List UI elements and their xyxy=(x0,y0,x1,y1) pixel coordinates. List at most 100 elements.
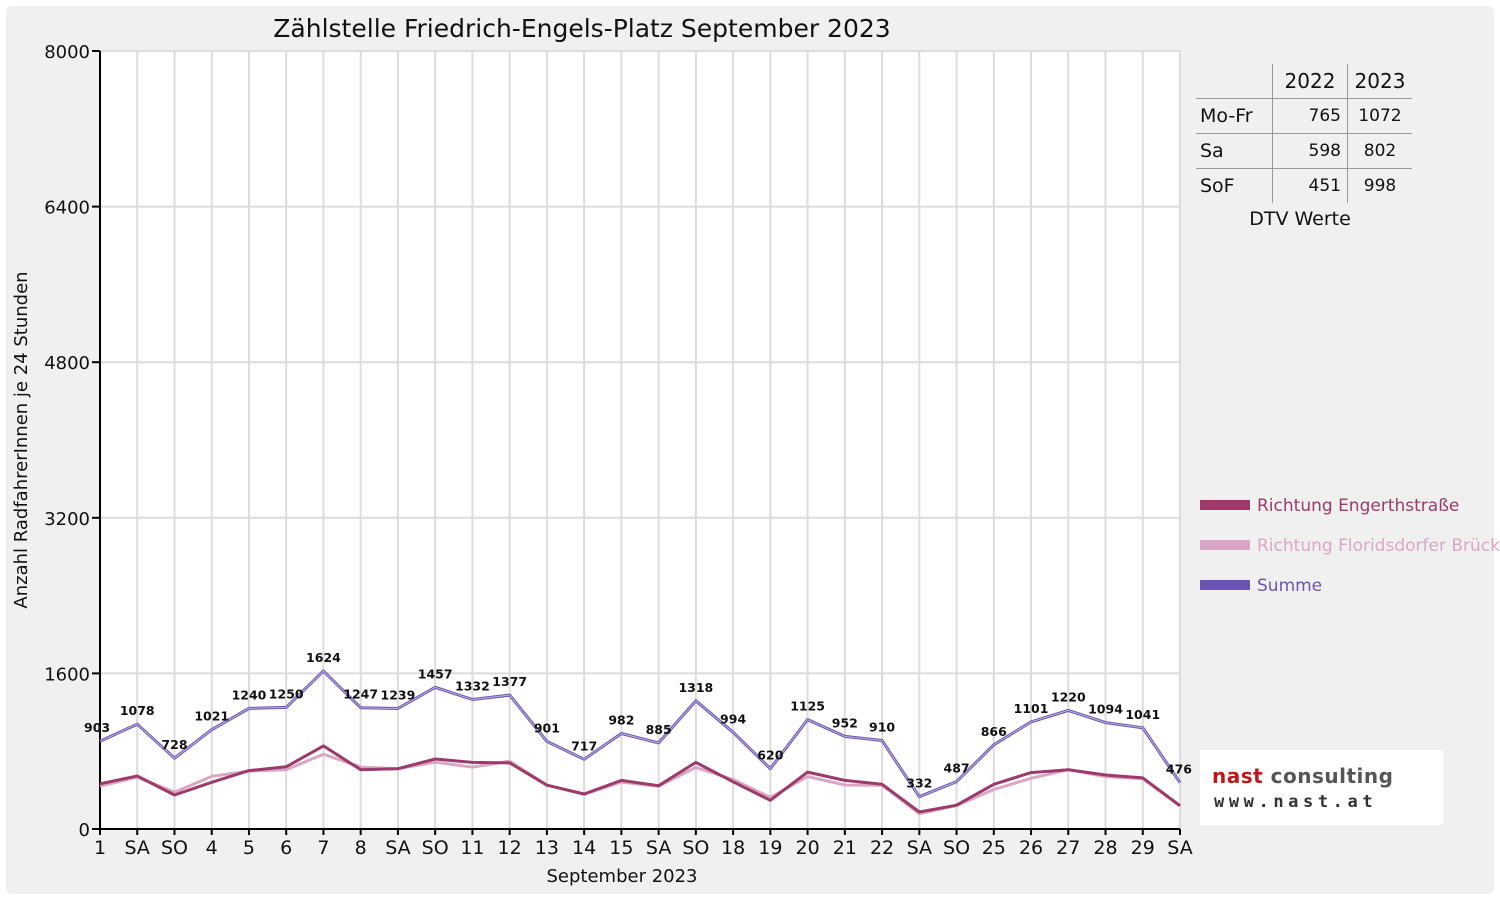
legend-swatch xyxy=(1200,500,1250,510)
data-label: 1078 xyxy=(120,703,155,718)
x-tick-label: 26 xyxy=(1019,837,1043,859)
data-label: 1125 xyxy=(790,699,825,714)
data-label: 866 xyxy=(981,724,1007,739)
dtv-value-2023: 1072 xyxy=(1347,98,1412,134)
dtv-caption: DTV Werte xyxy=(1249,208,1351,230)
dtv-header-2022: 2022 xyxy=(1272,64,1348,99)
x-tick-label: SA xyxy=(1167,837,1192,859)
x-tick-label: 22 xyxy=(870,837,894,859)
dtv-value-2023: 998 xyxy=(1347,168,1412,203)
dtv-row-label: Sa xyxy=(1196,133,1273,169)
data-label: 1250 xyxy=(269,686,304,701)
plot-area xyxy=(100,51,1180,829)
dtv-row-label: Mo-Fr xyxy=(1196,98,1273,134)
logo-name-part2: consulting xyxy=(1263,764,1394,788)
dtv-header-2023: 2023 xyxy=(1347,64,1412,99)
data-label: 885 xyxy=(646,722,672,737)
y-tick-label: 3200 xyxy=(44,509,90,530)
x-tick-label: 4 xyxy=(206,837,218,859)
nast-consulting-logo: nast consulting www.nast.at xyxy=(1200,750,1443,825)
data-label: 1332 xyxy=(455,678,490,693)
data-label: 1240 xyxy=(232,687,267,702)
x-tick-label: 6 xyxy=(280,837,292,859)
data-label: 620 xyxy=(757,748,783,763)
data-label: 994 xyxy=(720,711,746,726)
data-label: 1094 xyxy=(1088,702,1123,717)
dtv-value-2023: 802 xyxy=(1347,133,1412,169)
dtv-value-2022: 451 xyxy=(1272,168,1348,203)
x-tick-label: 20 xyxy=(795,837,819,859)
x-tick-label: SO xyxy=(422,837,449,859)
x-tick-label: SA xyxy=(646,837,671,859)
x-tick-label: 8 xyxy=(355,837,367,859)
data-label: 952 xyxy=(832,715,858,730)
y-tick-label: 0 xyxy=(79,820,90,841)
x-tick-label: SO xyxy=(682,837,709,859)
data-label: 982 xyxy=(608,713,634,728)
dtv-row: Mo-Fr 765 1072 xyxy=(1196,98,1412,134)
x-tick-label: 13 xyxy=(535,837,559,859)
x-tick-label: 27 xyxy=(1056,837,1080,859)
dtv-row: SoF 451 998 xyxy=(1196,168,1412,203)
chart-title: Zählstelle Friedrich-Engels-Platz Septem… xyxy=(273,14,890,43)
x-tick-label: 12 xyxy=(498,837,522,859)
data-label: 903 xyxy=(84,720,110,735)
x-tick-label: 25 xyxy=(982,837,1006,859)
y-tick-label: 4800 xyxy=(44,353,90,374)
data-label: 1041 xyxy=(1125,707,1160,722)
y-axis-title: Anzahl RadfahrerInnen je 24 Stunden xyxy=(11,271,32,608)
x-tick-label: SA xyxy=(907,837,932,859)
data-label: 1220 xyxy=(1051,689,1086,704)
legend-label: Richtung Floridsdorfer Brücke xyxy=(1257,536,1500,556)
x-tick-label: 7 xyxy=(317,837,329,859)
data-label: 728 xyxy=(161,737,187,752)
y-tick-label: 6400 xyxy=(44,198,90,219)
dtv-corner xyxy=(1196,64,1273,99)
legend-label: Summe xyxy=(1257,576,1322,596)
data-label: 901 xyxy=(534,720,560,735)
series-lines xyxy=(99,669,1182,816)
data-label: 910 xyxy=(869,720,895,735)
legend-swatch xyxy=(1200,540,1250,550)
x-tick-label: 5 xyxy=(243,837,255,859)
series-line xyxy=(99,744,1181,814)
y-tick-label: 8000 xyxy=(44,42,90,63)
logo-name: nast consulting xyxy=(1212,764,1393,788)
dtv-value-2022: 765 xyxy=(1272,98,1348,134)
data-label: 1247 xyxy=(343,687,378,702)
data-label: 1101 xyxy=(1014,701,1049,716)
x-tick-label: 28 xyxy=(1093,837,1117,859)
dtv-row: Sa 598 802 xyxy=(1196,133,1412,169)
legend: Richtung Engerthstraße Richtung Floridsdo… xyxy=(1200,496,1500,596)
data-label: 1021 xyxy=(194,709,229,724)
data-label: 1377 xyxy=(492,674,527,689)
data-label: 1318 xyxy=(678,680,713,695)
x-tick-label: 18 xyxy=(721,837,745,859)
x-tick-label: 1 xyxy=(94,837,106,859)
data-label: 1239 xyxy=(381,688,416,703)
y-tick-label: 1600 xyxy=(44,664,90,685)
dtv-row-label: SoF xyxy=(1196,168,1273,203)
axes: 0 1600 3200 4800 6400 8000 1 SA SO 4 5 6 7 8 SA SO 11 12 1… xyxy=(44,42,1193,859)
x-tick-label: SO xyxy=(161,837,188,859)
data-label: 1624 xyxy=(306,650,341,665)
legend-swatch xyxy=(1200,580,1250,590)
x-tick-label: SA xyxy=(125,837,150,859)
data-label: 332 xyxy=(906,776,932,791)
data-label: 1457 xyxy=(418,666,453,681)
x-tick-label: 21 xyxy=(833,837,857,859)
x-axis-title: September 2023 xyxy=(546,866,697,887)
x-tick-label: 19 xyxy=(758,837,782,859)
data-label: 487 xyxy=(944,761,970,776)
logo-name-part1: nast xyxy=(1212,764,1264,788)
data-label: 717 xyxy=(571,738,597,753)
x-tick-label: SA xyxy=(385,837,410,859)
data-label: 476 xyxy=(1166,762,1192,777)
legend-label: Richtung Engerthstraße xyxy=(1257,496,1459,516)
series-line-highlight xyxy=(99,670,1181,798)
x-tick-label: 14 xyxy=(572,837,596,859)
x-tick-label: 11 xyxy=(460,837,484,859)
dtv-table: 2022 2023 Mo-Fr 765 1072 Sa 598 802 SoF … xyxy=(1196,64,1412,203)
logo-url: www.nast.at xyxy=(1214,792,1378,812)
